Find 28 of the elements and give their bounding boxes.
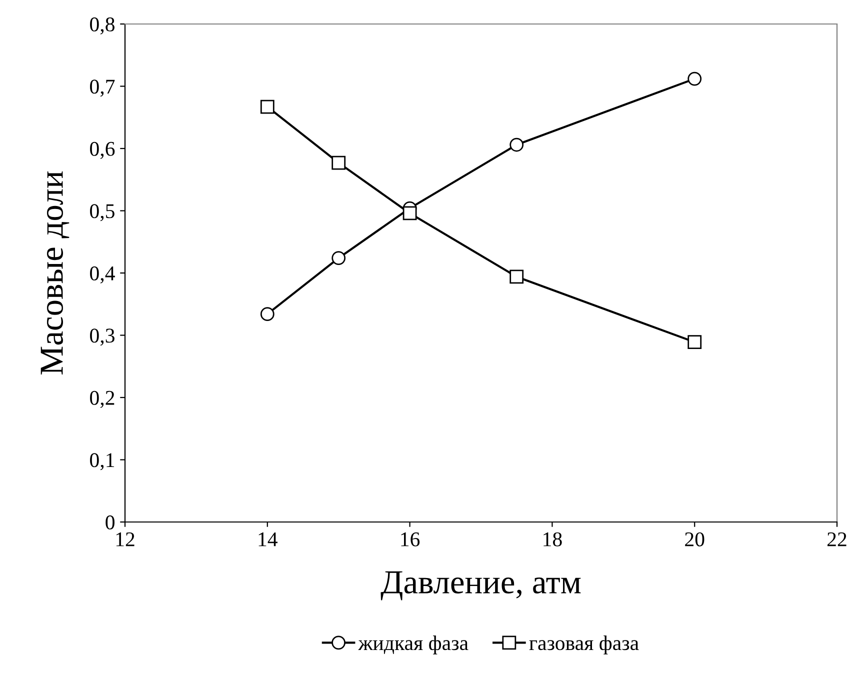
x-tick-label: 12 — [116, 532, 134, 546]
point — [260, 307, 274, 322]
y-tick-label: 0,6 — [90, 142, 115, 159]
x-axis-title: Давление, атм — [380, 571, 581, 600]
point — [688, 72, 702, 86]
point — [260, 100, 274, 114]
y-axis-title: Масовые доли — [40, 171, 70, 374]
legend-label: газовая фаза — [529, 635, 639, 654]
point — [402, 206, 417, 220]
x-tick-label: 18 — [544, 532, 562, 546]
y-tick-label: 0,1 — [90, 453, 114, 470]
point — [332, 251, 346, 266]
point — [688, 335, 702, 350]
y-tick-label: 0,4 — [90, 266, 115, 284]
y-tick-label: 0 — [106, 515, 114, 530]
y-tick-label: 0,7 — [90, 80, 115, 97]
y-tick-label: 0,3 — [90, 328, 114, 346]
x-tick-label: 22 — [828, 532, 846, 546]
legend-label: жидкая фаза — [358, 635, 468, 654]
x-tick-label: 16 — [401, 532, 420, 546]
point — [332, 156, 346, 170]
point — [510, 270, 524, 284]
y-tick-label: 0,5 — [90, 204, 114, 222]
y-tick-label: 0,2 — [90, 390, 114, 408]
x-tick-label: 20 — [685, 532, 704, 546]
x-tick-label: 14 — [258, 532, 278, 546]
point — [510, 138, 524, 152]
y-tick-label: 0,8 — [90, 17, 114, 34]
